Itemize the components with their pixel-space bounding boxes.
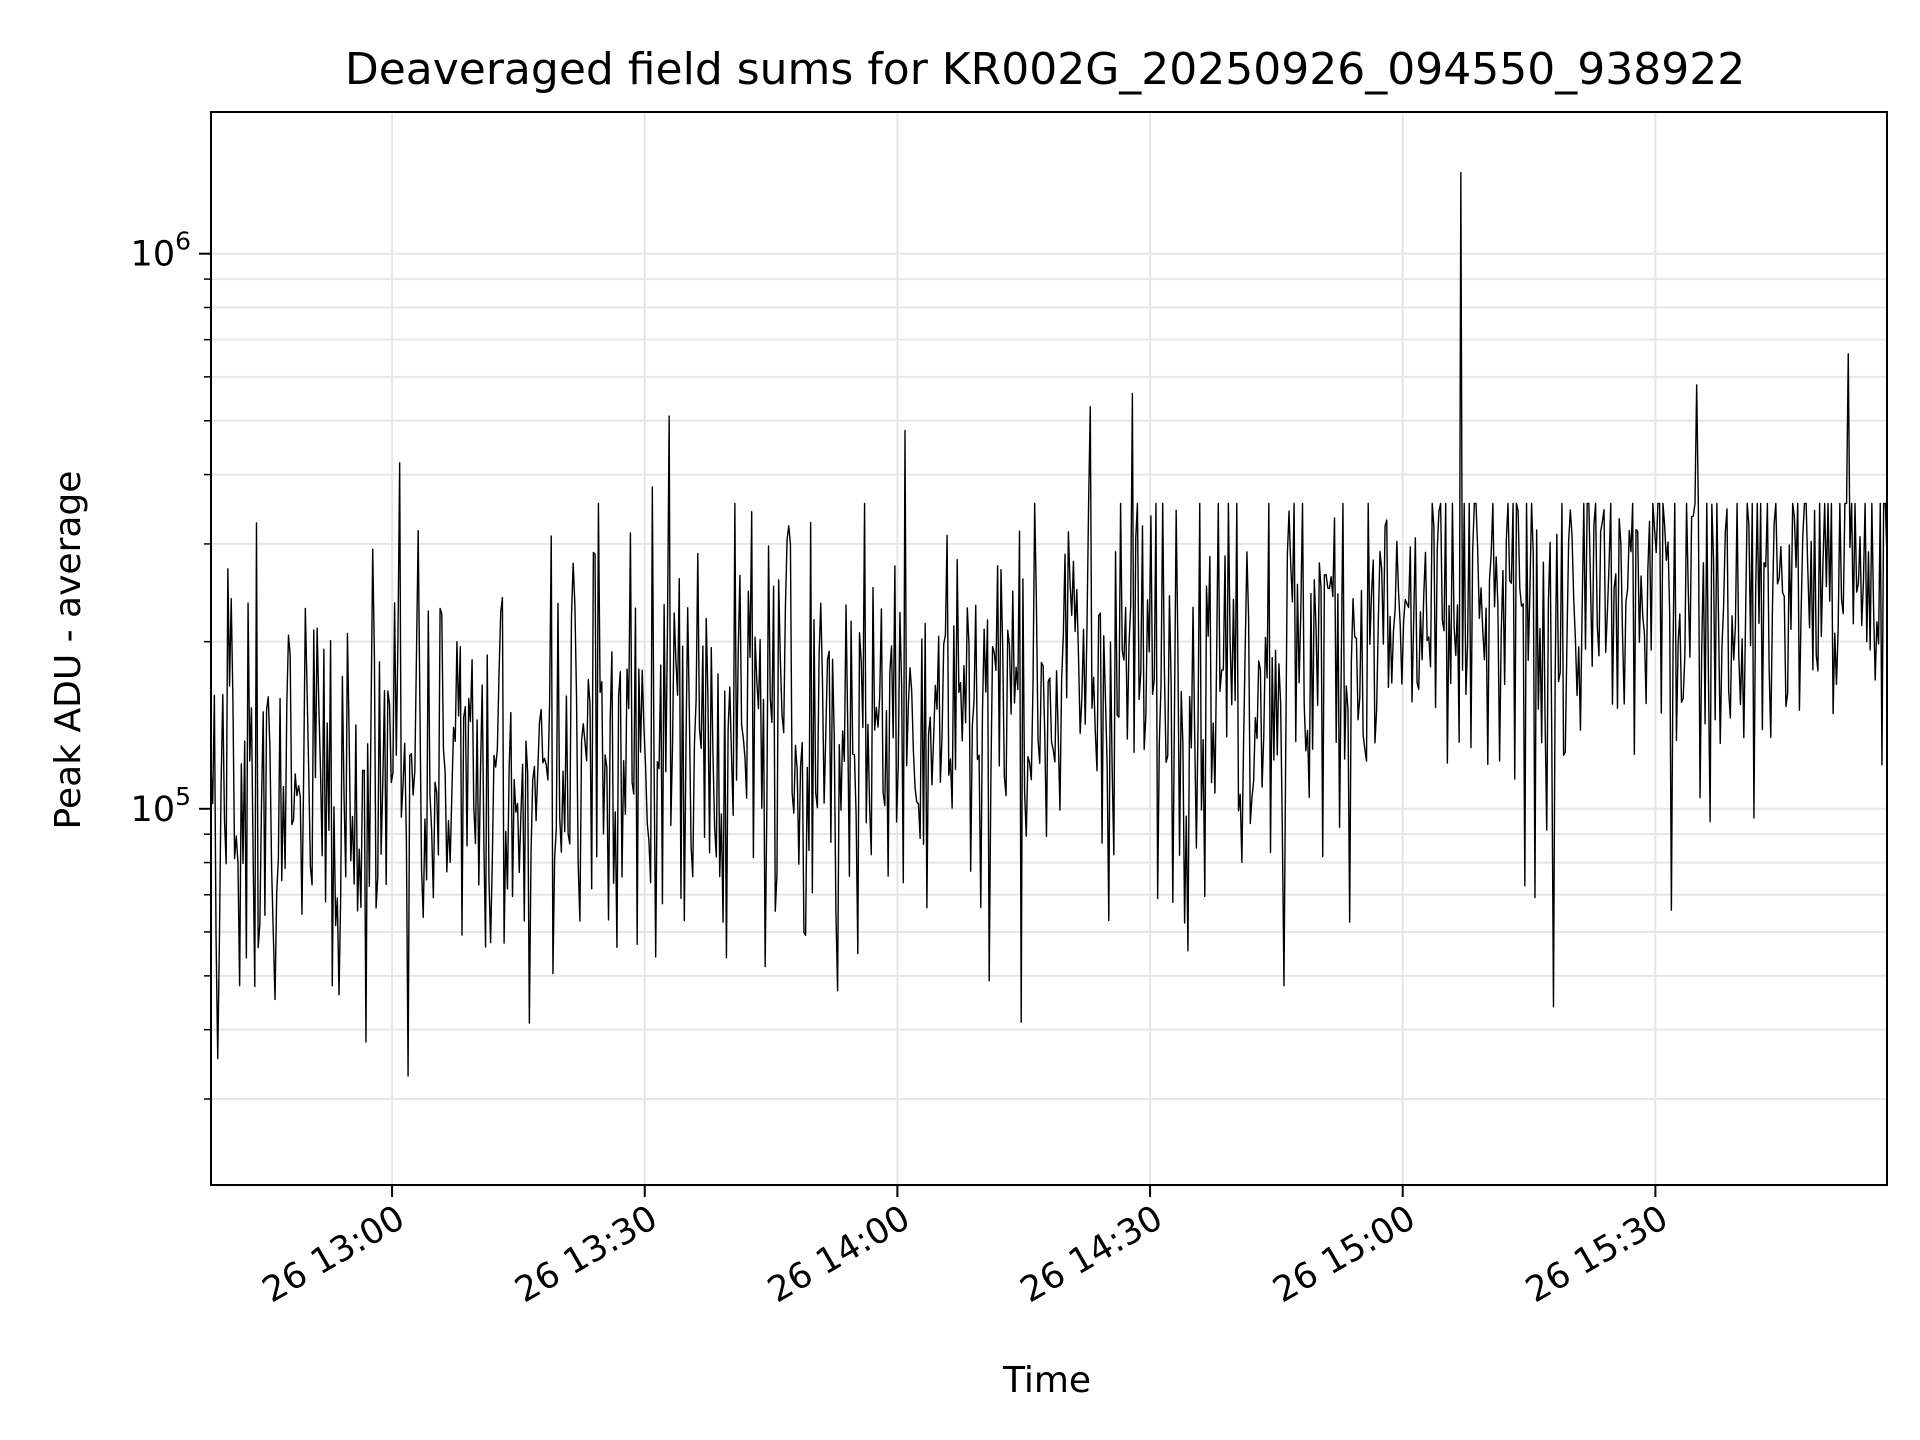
series-line xyxy=(211,171,1887,1077)
y-tick-exponent: 5 xyxy=(175,782,191,811)
y-tick-label: 105 xyxy=(131,782,191,830)
series-group xyxy=(211,171,1887,1077)
x-axis-label: Time xyxy=(1002,1360,1091,1401)
y-axis-label: Peak ADU - average xyxy=(48,471,89,830)
chart-title: Deaveraged field sums for KR002G_2025092… xyxy=(345,44,1745,95)
plot-area-frame xyxy=(210,111,1888,1186)
y-tick-exponent: 6 xyxy=(175,227,191,256)
